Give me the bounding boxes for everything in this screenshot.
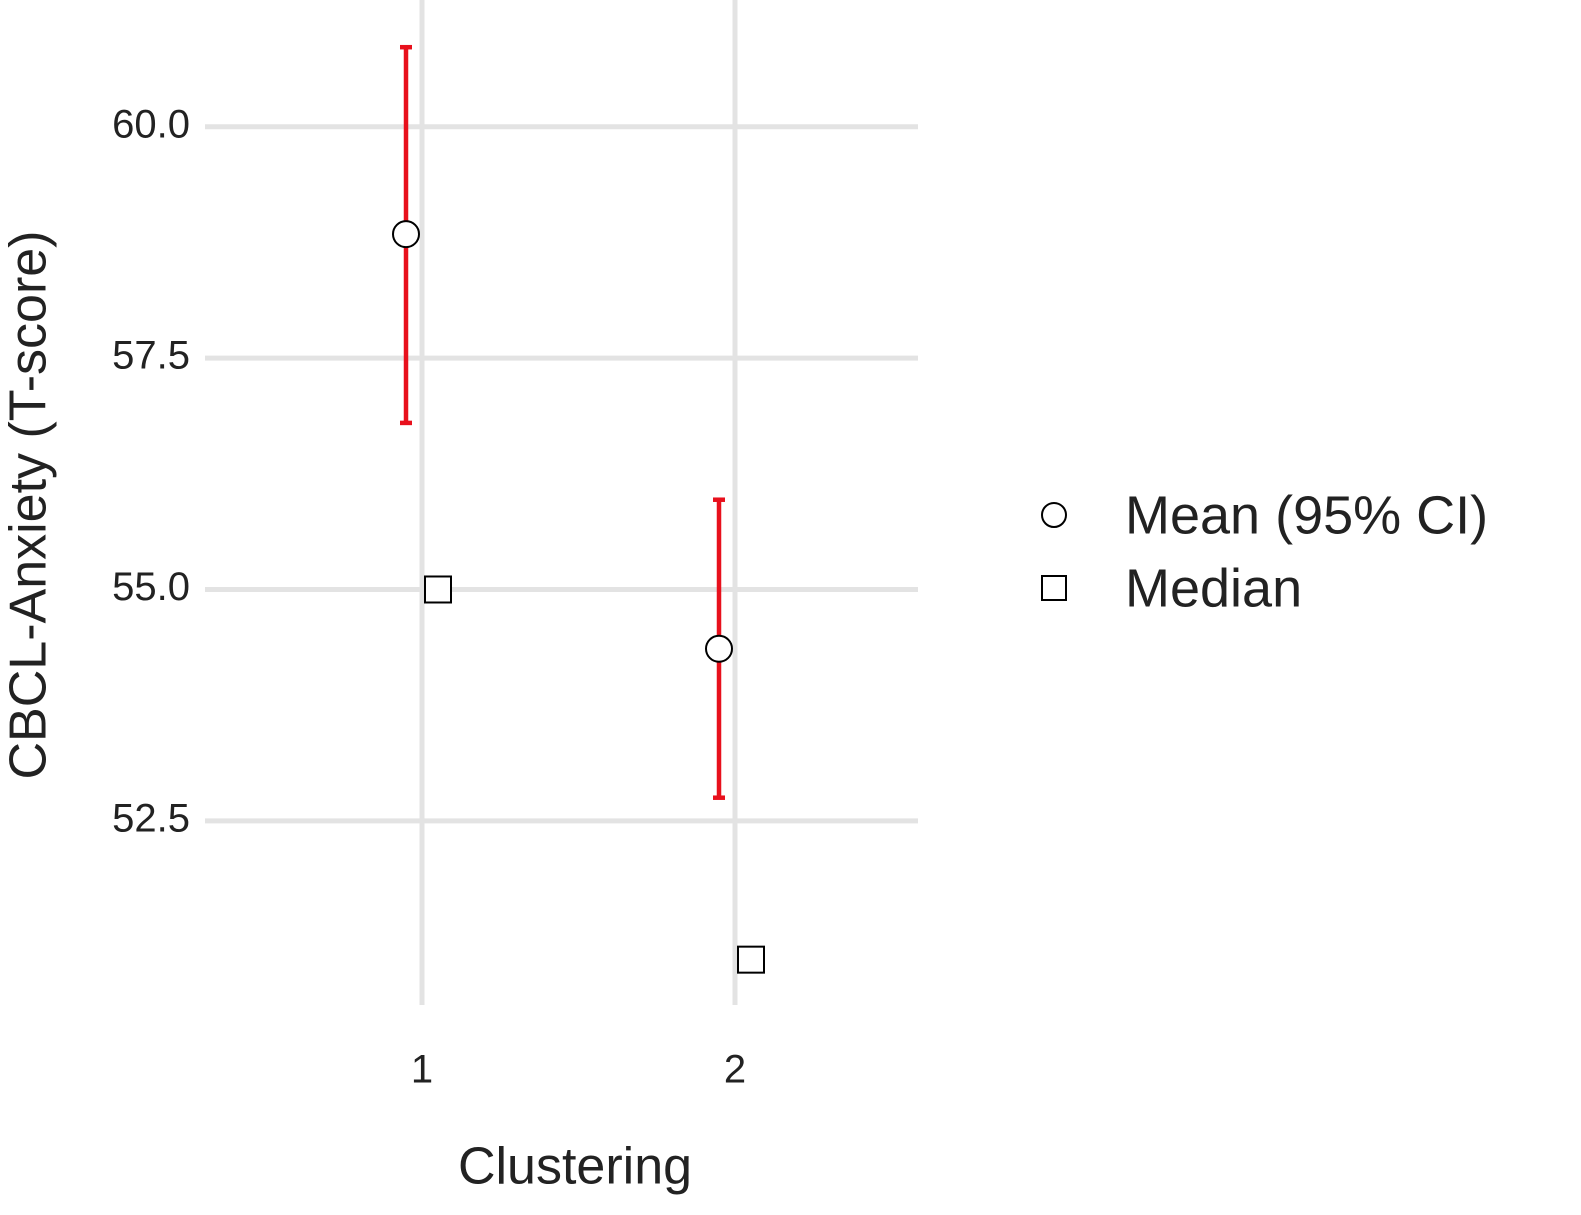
legend-marker — [1041, 502, 1067, 528]
y-tick-label: 57.5 — [112, 334, 190, 378]
y-tick-label: 60.0 — [112, 102, 190, 146]
legend-label: Median — [1125, 558, 1302, 618]
point — [737, 945, 765, 974]
x-axis-title: Clustering — [458, 1138, 692, 1196]
x-tick-label: 2 — [724, 1048, 746, 1092]
point — [424, 575, 452, 604]
point — [392, 220, 420, 249]
x-tick-label: 1 — [411, 1048, 433, 1092]
y-axis-title: CBCL-Anxiety (T-score) — [0, 231, 58, 780]
legend-marker — [1041, 575, 1067, 601]
legend-label: Mean (95% CI) — [1125, 485, 1488, 545]
y-tick-label: 55.0 — [112, 565, 190, 609]
point — [705, 634, 733, 663]
y-tick-label: 52.5 — [112, 796, 190, 840]
